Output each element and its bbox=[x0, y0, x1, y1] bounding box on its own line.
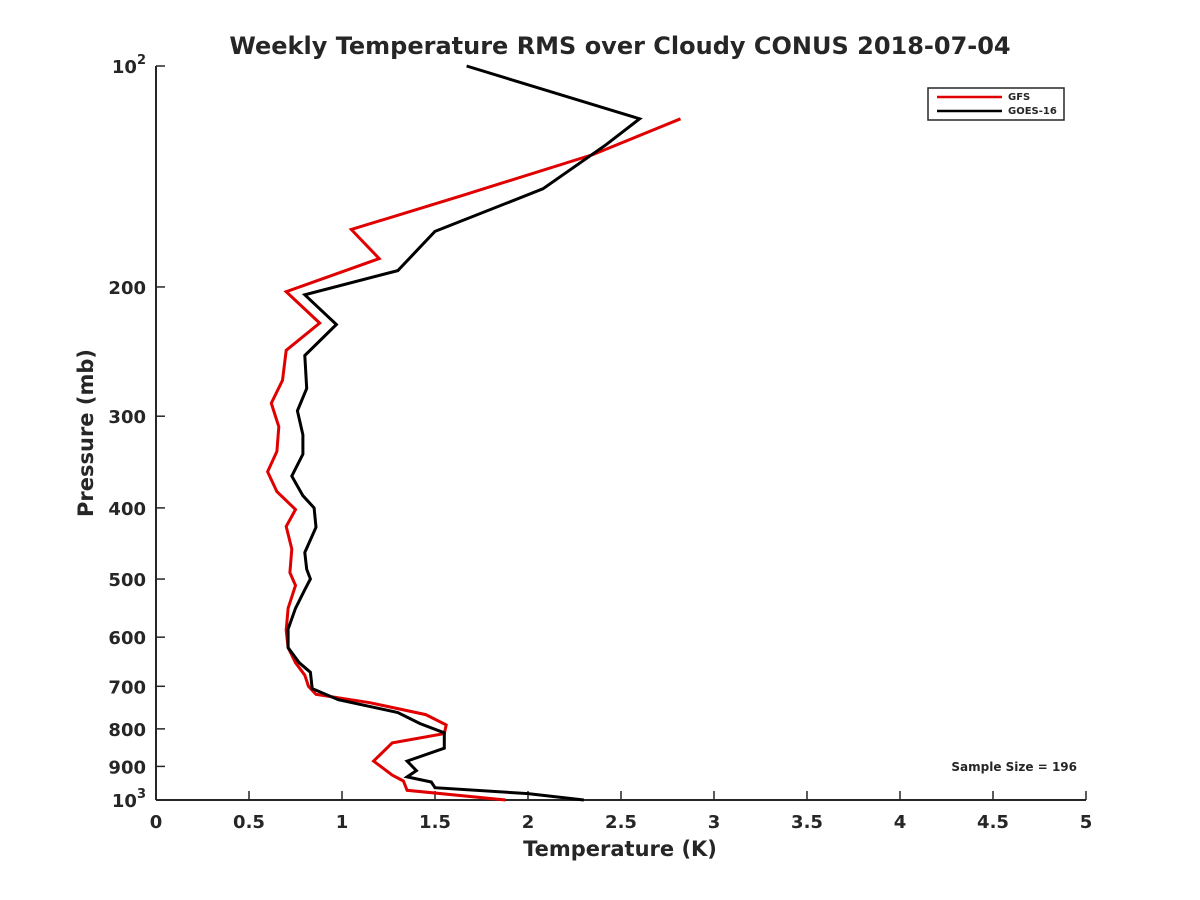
y-tick-label: 600 bbox=[108, 628, 146, 649]
legend-box bbox=[927, 87, 1065, 121]
x-tick-label: 0 bbox=[150, 812, 163, 833]
y-tick-label: 300 bbox=[108, 407, 146, 428]
y-tick-label: 103 bbox=[112, 787, 146, 812]
x-tick-label: 5 bbox=[1080, 812, 1093, 833]
x-tick-label: 3 bbox=[708, 812, 721, 833]
x-tick-label: 1.5 bbox=[419, 812, 451, 833]
legend-label-goes16: GOES-16 bbox=[1008, 106, 1057, 117]
y-tick-label: 700 bbox=[108, 677, 146, 698]
x-tick-label: 3.5 bbox=[791, 812, 823, 833]
x-ticks: 0 0.5 1 1.5 2 2.5 3 3.5 4 4.5 5 bbox=[150, 791, 1093, 833]
x-tick-label: 4.5 bbox=[977, 812, 1009, 833]
legend-label-gfs: GFS bbox=[1008, 92, 1030, 103]
sample-size-annotation: Sample Size = 196 bbox=[951, 760, 1077, 774]
chart-title: Weekly Temperature RMS over Cloudy CONUS… bbox=[229, 32, 1010, 60]
x-tick-label: 2.5 bbox=[605, 812, 637, 833]
y-tick-label: 400 bbox=[108, 499, 146, 520]
series-line-goes16 bbox=[286, 64, 643, 802]
y-tick-label: 200 bbox=[108, 278, 146, 299]
y-axis-label: Pressure (mb) bbox=[74, 349, 98, 517]
y-tick-label: 102 bbox=[112, 53, 146, 78]
x-tick-label: 0.5 bbox=[233, 812, 265, 833]
series-line-gfs bbox=[265, 117, 682, 802]
x-tick-label: 2 bbox=[522, 812, 535, 833]
x-tick-label: 1 bbox=[336, 812, 349, 833]
series-group bbox=[265, 64, 682, 802]
y-tick-label: 500 bbox=[108, 570, 146, 591]
legend: GFS GOES-16 bbox=[927, 87, 1065, 121]
y-tick-label: 900 bbox=[108, 757, 146, 778]
y-tick-label: 800 bbox=[108, 720, 146, 741]
y-ticks: 102 200 300 400 500 600 700 800 900 103 bbox=[108, 53, 165, 812]
x-axis-label: Temperature (K) bbox=[523, 837, 717, 861]
x-tick-label: 4 bbox=[894, 812, 907, 833]
